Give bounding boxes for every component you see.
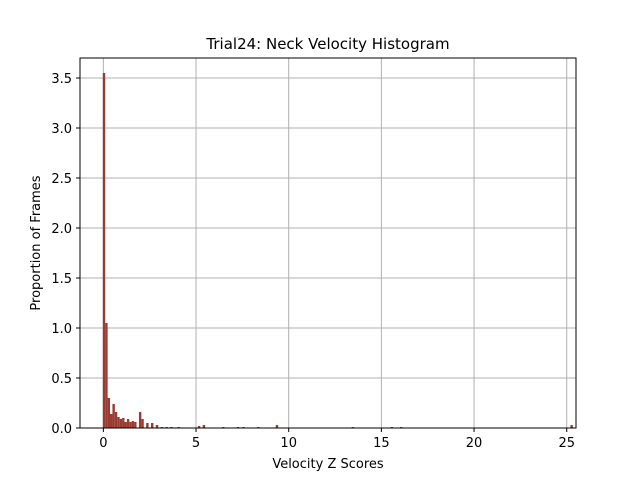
histogram-bar: [114, 412, 118, 428]
histogram-bar: [112, 404, 115, 428]
x-axis-ticks: 0 5 10 15 20 25: [99, 428, 575, 451]
x-axis-label: Velocity Z Scores: [272, 457, 384, 472]
x-tick-label: 10: [280, 436, 297, 451]
y-tick-label: 3.0: [51, 122, 72, 137]
y-tick-label: 3.5: [51, 72, 72, 87]
histogram-bar: [131, 421, 135, 428]
grid-lines: [80, 58, 576, 429]
plot-frame: [79, 57, 577, 429]
histogram-bar: [146, 423, 149, 428]
x-tick-label: 15: [373, 436, 390, 451]
histogram-bar: [102, 73, 106, 428]
x-tick-label: 25: [558, 436, 575, 451]
histogram-bar: [275, 425, 279, 428]
y-tick-label: 0.5: [51, 372, 72, 387]
x-tick-label: 20: [466, 436, 483, 451]
y-axis-label: Proportion of Frames: [29, 175, 44, 310]
chart-title: Trial24: Neck Velocity Histogram: [205, 35, 449, 53]
histogram-bar: [119, 419, 123, 428]
histogram-bar: [570, 425, 573, 428]
y-tick-label: 2.5: [51, 172, 72, 187]
histogram-bar: [202, 425, 206, 428]
y-tick-label: 1.5: [51, 272, 72, 287]
histogram-bar: [126, 419, 130, 428]
y-tick-label: 1.0: [51, 322, 72, 337]
histogram-bar: [138, 412, 142, 428]
y-tick-label: 2.0: [51, 222, 72, 237]
histogram-bar: [155, 425, 159, 428]
histogram-bar: [150, 423, 154, 428]
y-axis-ticks: 0.0 0.5 1.0 1.5 2.0 2.5 3.0 3.5: [51, 72, 80, 437]
histogram-bar: [117, 417, 120, 428]
histogram-bar: [110, 414, 113, 428]
histogram-bar: [129, 422, 132, 428]
histogram-bar: [124, 422, 127, 428]
histogram-bar: [141, 419, 144, 428]
histogram-bar: [197, 426, 201, 428]
histogram-bar: [105, 323, 108, 428]
histogram-bar: [134, 422, 137, 428]
y-tick-label: 0.0: [51, 422, 72, 437]
histogram-bar: [107, 398, 111, 428]
x-tick-label: 5: [192, 436, 200, 451]
x-tick-label: 0: [99, 436, 107, 451]
histogram-bar: [122, 418, 125, 428]
